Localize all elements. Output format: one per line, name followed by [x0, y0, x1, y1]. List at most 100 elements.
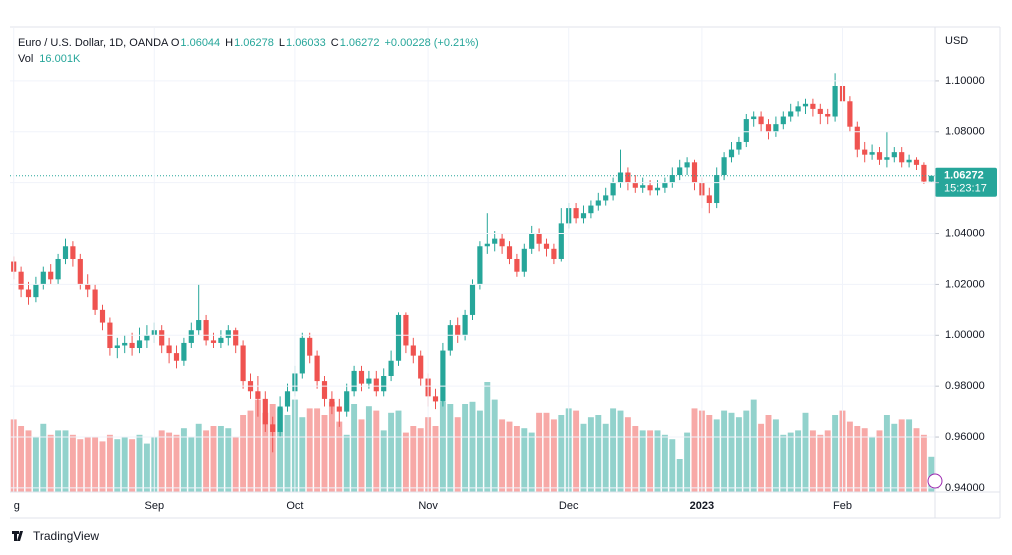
candle-body — [913, 159, 920, 165]
candle-body — [521, 248, 527, 272]
volume-bar — [92, 437, 99, 492]
candle-body — [477, 246, 483, 285]
volume-bar — [543, 412, 550, 492]
volume-bar — [824, 430, 831, 492]
candle-body — [603, 195, 609, 201]
volume-bar — [661, 434, 668, 492]
close-value: 1.06272 — [339, 37, 380, 49]
candle-body — [506, 246, 513, 259]
candle-body — [654, 187, 661, 191]
candle-body — [810, 103, 816, 109]
candle-body — [706, 195, 712, 204]
volume-bar — [706, 415, 713, 492]
change-value: +0.00228 (+0.21%) — [384, 37, 479, 49]
candle-body — [684, 162, 690, 168]
candle-body — [373, 378, 379, 392]
volume-bar — [573, 410, 580, 492]
candle-body — [85, 284, 91, 290]
x-tick-label: Feb — [833, 500, 852, 512]
high-key: H — [225, 37, 234, 49]
candle-body — [18, 271, 24, 290]
volume-value: 16.001K — [39, 53, 81, 65]
volume-bar — [336, 421, 343, 492]
volume-bar — [869, 437, 876, 492]
volume-bar — [676, 459, 683, 492]
high-value: 1.06278 — [234, 37, 274, 49]
candle-body — [529, 233, 535, 249]
price-tag-value: 1.06272 — [944, 170, 984, 182]
volume-bar — [277, 408, 284, 492]
volume-bar — [713, 419, 720, 492]
volume-bar — [462, 404, 469, 492]
volume-bar — [787, 432, 794, 492]
low-key: L — [278, 37, 286, 49]
volume-bar — [587, 417, 594, 492]
candle-body — [543, 243, 550, 249]
candle-body — [640, 185, 646, 188]
candle-body — [99, 309, 106, 323]
volume-bar — [99, 441, 106, 492]
candle-body — [233, 330, 239, 346]
y-tick-label: 1.00000 — [945, 329, 985, 341]
volume-bar — [795, 430, 802, 492]
volume-bar — [624, 417, 631, 492]
candle-body — [899, 152, 905, 163]
y-tick-label: 1.08000 — [945, 126, 985, 138]
volume-bar — [173, 434, 180, 492]
volume-bar — [32, 437, 39, 492]
candle-body — [469, 284, 476, 315]
volume-bar — [669, 439, 676, 492]
volume-bar — [750, 399, 757, 492]
logo-text: TradingView — [33, 529, 99, 543]
candle-body — [625, 172, 631, 183]
candle-body — [432, 396, 439, 402]
volume-bar — [832, 415, 839, 492]
candle-body — [854, 126, 860, 150]
volume-bar — [247, 410, 254, 492]
volume-bar — [343, 434, 350, 492]
candle-body — [218, 337, 224, 343]
volume-bar — [432, 426, 439, 492]
volume-bar — [328, 401, 335, 492]
candle-body — [455, 325, 461, 336]
volume-row: Vol 16.001K — [18, 51, 484, 67]
candle-body — [129, 342, 135, 349]
volume-bar — [114, 439, 121, 492]
volume-bar — [136, 434, 143, 492]
x-tick-label: 2023 — [690, 500, 714, 512]
candle-body — [765, 124, 772, 132]
candle-body — [647, 185, 653, 191]
price-tag — [935, 167, 997, 197]
candle-body — [403, 314, 409, 346]
candle-body — [344, 391, 350, 412]
open-key: O — [170, 37, 180, 49]
candle-body — [884, 157, 890, 160]
candle-body — [743, 119, 749, 142]
candle-body — [388, 360, 394, 376]
volume-bar — [269, 404, 276, 492]
volume-bar — [158, 430, 165, 492]
volume-bar — [439, 401, 446, 492]
candle-body — [358, 370, 365, 384]
volume-bar — [691, 408, 698, 492]
volume-bar — [469, 401, 476, 492]
marker-icon[interactable] — [927, 473, 943, 489]
volume-bar — [506, 421, 513, 492]
volume-bar — [210, 426, 217, 492]
volume-bar — [550, 419, 557, 492]
grid-layer — [10, 28, 939, 492]
volume-bar — [166, 432, 173, 492]
candle-body — [484, 243, 490, 247]
volume-bar — [454, 417, 461, 492]
volume-key: Vol — [18, 53, 34, 65]
candle-body — [773, 124, 779, 132]
volume-bar — [106, 434, 113, 492]
volume-bar — [77, 439, 84, 492]
volume-bar — [809, 430, 816, 492]
volume-bar — [84, 437, 91, 492]
volume-bar — [617, 410, 624, 492]
x-tick-label: Dec — [559, 500, 579, 512]
candle-body — [610, 182, 616, 196]
candle-body — [492, 238, 498, 244]
volume-bar — [647, 430, 654, 492]
